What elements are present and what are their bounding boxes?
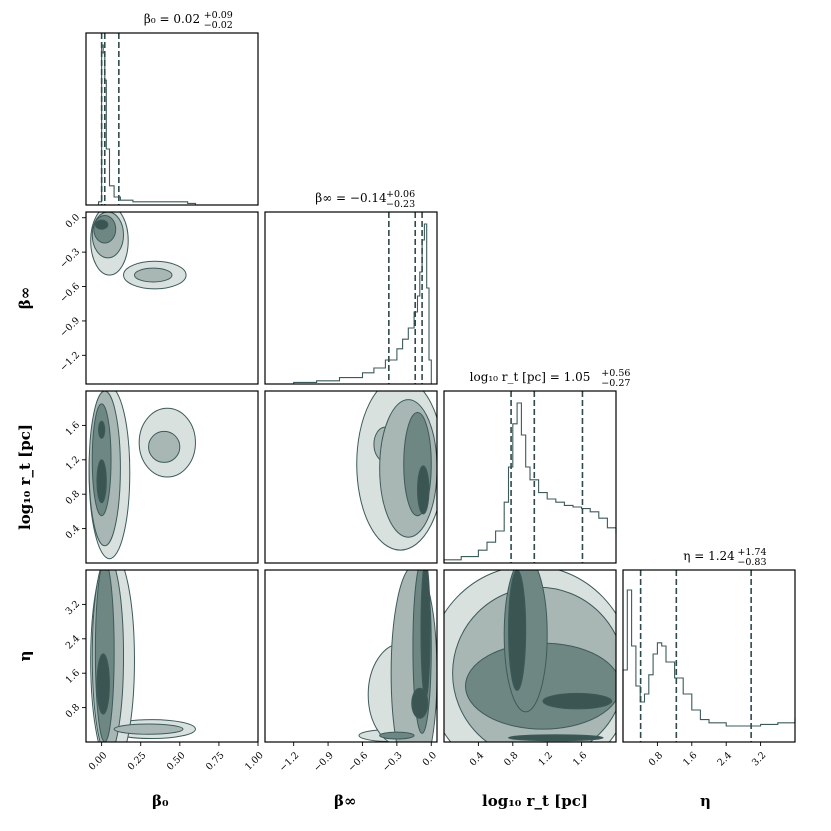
contour-region-5 <box>96 653 110 715</box>
title-sup-beta_inf: +0.06 <box>386 189 415 200</box>
contour-panel-eta-vs-beta_inf <box>358 570 437 742</box>
frame-eta <box>622 569 796 743</box>
xtick-label-eta-0: 0.8 <box>647 750 665 768</box>
title-sub-beta_inf: −0.23 <box>386 199 415 210</box>
frame-beta_inf-vs-beta0 <box>85 211 259 385</box>
hist-panel-beta_inf: β∞ = −0.14 +0.06−0.23 <box>264 189 438 385</box>
contour-panel-log_rt-vs-beta0 <box>88 391 196 560</box>
title-sup-beta0: +0.09 <box>204 10 233 21</box>
contour-panel-eta-vs-log_rt <box>444 570 616 742</box>
title-beta0: β₀ = 0.02 <box>144 12 200 26</box>
contour-panel-beta_inf-vs-beta0 <box>90 212 187 290</box>
ylabel-beta_inf: β∞ <box>16 287 34 309</box>
title-sub-beta0: −0.02 <box>204 20 233 31</box>
contour-region-4 <box>417 465 430 515</box>
contour-panel-eta-vs-beta0 <box>90 570 196 742</box>
ytick-label-beta_inf-3: −0.3 <box>58 246 82 270</box>
histogram-eta <box>622 589 796 742</box>
contour-region-4 <box>94 570 115 742</box>
contour-region-3 <box>148 430 181 463</box>
xtick-label-beta0-1: 0.25 <box>126 750 149 773</box>
contour-region-5 <box>420 570 431 700</box>
contour-region-3 <box>133 267 173 283</box>
contour-region-6 <box>508 734 604 742</box>
xtick-label-beta0-2: 0.50 <box>165 750 188 773</box>
xtick-label-log_rt-0: 0.4 <box>468 750 486 768</box>
xtick-label-beta0-4: 1.00 <box>243 750 266 773</box>
ytick-label-beta_inf-1: −0.9 <box>58 315 82 339</box>
ytick-label-log_rt-2: 1.2 <box>64 454 82 472</box>
ytick-label-eta-3: 3.2 <box>64 599 82 617</box>
contour-region-5 <box>94 219 109 230</box>
histogram-beta0 <box>97 44 197 205</box>
title-beta_inf: β∞ = −0.14 <box>315 191 387 205</box>
hist-panel-log_rt: log₁₀ r_t [pc] = 1.05 +0.56−0.27 <box>443 368 630 564</box>
title-sup-log_rt: +0.56 <box>601 368 630 379</box>
xtick-label-eta-2: 2.4 <box>716 750 734 768</box>
ytick-label-log_rt-3: 1.6 <box>64 420 82 438</box>
histogram-beta_inf <box>270 223 432 385</box>
title-sub-eta: −0.83 <box>737 557 766 568</box>
ylabel-eta: η <box>16 651 34 662</box>
contour-region-4 <box>508 570 527 691</box>
xtick-label-beta_inf-3: −0.3 <box>381 750 405 774</box>
title-sub-log_rt: −0.27 <box>601 378 630 389</box>
contour-region-4 <box>93 214 117 244</box>
contour-panel-log_rt-vs-beta_inf <box>356 391 437 551</box>
frame-eta-vs-beta_inf <box>264 569 438 743</box>
contour-region-4 <box>379 731 415 740</box>
title-log_rt: log₁₀ r_t [pc] = 1.05 <box>470 370 591 384</box>
ytick-label-eta-1: 1.6 <box>64 668 82 686</box>
xtick-label-beta_inf-1: −0.9 <box>312 750 336 774</box>
xtick-label-beta0-0: 0.00 <box>87 750 110 773</box>
frame-beta0 <box>85 32 259 206</box>
xtick-label-beta0-3: 0.75 <box>204 750 227 773</box>
contour-region-3 <box>113 723 184 735</box>
hist-panel-beta0: β₀ = 0.02 +0.09−0.02 <box>85 10 259 206</box>
histogram-log_rt <box>443 402 617 563</box>
ytick-label-log_rt-1: 0.8 <box>64 489 82 507</box>
frame-eta-vs-beta0 <box>85 569 259 743</box>
contour-region-6 <box>98 420 106 439</box>
ytick-label-eta-2: 2.4 <box>64 633 82 651</box>
frame-log_rt <box>443 390 617 564</box>
xtick-label-eta-1: 1.6 <box>681 750 699 768</box>
xtick-label-log_rt-2: 1.2 <box>537 750 555 768</box>
ylabel-log_rt: log₁₀ r_t [pc] <box>16 424 34 530</box>
title-eta: η = 1.24 <box>683 549 735 563</box>
panels: β₀ = 0.02 +0.09−0.02β∞ = −0.14 +0.06−0.23l… <box>85 10 796 743</box>
ytick-label-beta_inf-4: 0.0 <box>64 212 82 230</box>
contour-region-5 <box>96 459 107 504</box>
xtick-label-beta_inf-0: −1.2 <box>277 750 301 774</box>
hist-panel-eta: η = 1.24 +1.74−0.83 <box>622 547 796 743</box>
frame-beta_inf <box>264 211 438 385</box>
xtick-label-beta_inf-2: −0.6 <box>346 750 370 774</box>
ytick-label-beta_inf-0: −1.2 <box>58 350 82 374</box>
ytick-label-log_rt-0: 0.4 <box>64 523 82 541</box>
ytick-label-beta_inf-2: −0.6 <box>58 281 82 305</box>
ytick-label-eta-0: 0.8 <box>64 702 82 720</box>
contour-region-6 <box>411 687 429 719</box>
frame-log_rt-vs-beta0 <box>85 390 259 564</box>
frame-eta-vs-log_rt <box>443 569 617 743</box>
title-sup-eta: +1.74 <box>737 547 766 558</box>
frame-log_rt-vs-beta_inf <box>264 390 438 564</box>
xtick-label-log_rt-1: 0.8 <box>502 750 520 768</box>
xtick-label-eta-3: 3.2 <box>750 750 768 768</box>
xtick-label-log_rt-3: 1.6 <box>571 750 589 768</box>
contour-region-5 <box>542 692 613 710</box>
xtick-label-beta_inf-4: 0.0 <box>421 750 439 768</box>
